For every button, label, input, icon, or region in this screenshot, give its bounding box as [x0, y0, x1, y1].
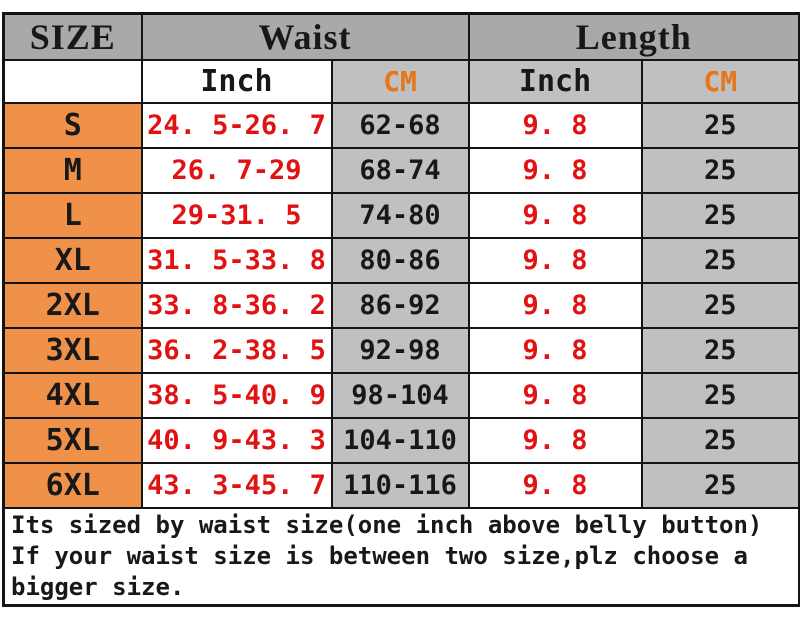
note-line-2: If your waist size is between two size,p…: [11, 542, 748, 570]
size-chart: SIZE Waist Length Inch CM Inch CM S 24. …: [2, 12, 800, 607]
length-cm-cell: 25: [640, 102, 800, 149]
unit-header-row: Inch CM Inch CM: [2, 59, 800, 104]
waist-cm-header: CM: [330, 59, 470, 104]
length-inch-cell: 9. 8: [467, 282, 643, 329]
length-inch-cell: 9. 8: [467, 327, 643, 374]
col-header-waist: Waist: [140, 12, 470, 61]
size-cell: M: [2, 147, 143, 194]
waist-inch-header: Inch: [140, 59, 333, 104]
waist-inch-cell: 40. 9-43. 3: [140, 417, 333, 464]
size-cell: L: [2, 192, 143, 239]
size-chart-table: SIZE Waist Length Inch CM Inch CM S 24. …: [2, 12, 800, 607]
size-cell: 5XL: [2, 417, 143, 464]
waist-inch-cell: 33. 8-36. 2: [140, 282, 333, 329]
length-cm-cell: 25: [640, 372, 800, 419]
length-cm-cell: 25: [640, 192, 800, 239]
length-inch-cell: 9. 8: [467, 372, 643, 419]
table-row-6xl: 6XL 43. 3-45. 7 110-116 9. 8 25: [2, 462, 800, 509]
waist-inch-cell: 26. 7-29: [140, 147, 333, 194]
length-inch-cell: 9. 8: [467, 192, 643, 239]
table-row-xl: XL 31. 5-33. 8 80-86 9. 8 25: [2, 237, 800, 284]
col-header-size: SIZE: [2, 12, 143, 61]
length-cm-cell: 25: [640, 237, 800, 284]
waist-cm-cell: 62-68: [330, 102, 470, 149]
group-header-row: SIZE Waist Length: [2, 12, 800, 61]
waist-inch-cell: 43. 3-45. 7: [140, 462, 333, 509]
length-inch-cell: 9. 8: [467, 462, 643, 509]
waist-inch-cell: 36. 2-38. 5: [140, 327, 333, 374]
length-cm-cell: 25: [640, 282, 800, 329]
length-inch-cell: 9. 8: [467, 237, 643, 284]
table-row-5xl: 5XL 40. 9-43. 3 104-110 9. 8 25: [2, 417, 800, 464]
waist-cm-cell: 92-98: [330, 327, 470, 374]
length-cm-cell: 25: [640, 327, 800, 374]
table-row-l: L 29-31. 5 74-80 9. 8 25: [2, 192, 800, 239]
size-cell: 4XL: [2, 372, 143, 419]
length-cm-cell: 25: [640, 417, 800, 464]
length-inch-cell: 9. 8: [467, 147, 643, 194]
waist-cm-cell: 74-80: [330, 192, 470, 239]
waist-cm-cell: 98-104: [330, 372, 470, 419]
length-cm-cell: 25: [640, 147, 800, 194]
length-cm-cell: 25: [640, 462, 800, 509]
table-row-4xl: 4XL 38. 5-40. 9 98-104 9. 8 25: [2, 372, 800, 419]
blank-cell: [2, 59, 143, 104]
table-row-m: M 26. 7-29 68-74 9. 8 25: [2, 147, 800, 194]
sizing-note: Its sized by waist size(one inch above b…: [2, 507, 800, 607]
size-cell: 6XL: [2, 462, 143, 509]
note-row: Its sized by waist size(one inch above b…: [2, 507, 800, 607]
waist-inch-cell: 31. 5-33. 8: [140, 237, 333, 284]
length-inch-header: Inch: [467, 59, 643, 104]
col-header-length: Length: [467, 12, 800, 61]
waist-cm-cell: 110-116: [330, 462, 470, 509]
table-row-s: S 24. 5-26. 7 62-68 9. 8 25: [2, 102, 800, 149]
note-line-1: Its sized by waist size(one inch above b…: [11, 511, 763, 539]
waist-cm-cell: 104-110: [330, 417, 470, 464]
size-cell: XL: [2, 237, 143, 284]
length-inch-cell: 9. 8: [467, 102, 643, 149]
size-cell: 3XL: [2, 327, 143, 374]
table-row-2xl: 2XL 33. 8-36. 2 86-92 9. 8 25: [2, 282, 800, 329]
waist-inch-cell: 38. 5-40. 9: [140, 372, 333, 419]
length-cm-header: CM: [640, 59, 800, 104]
note-line-3: bigger size.: [11, 573, 185, 601]
size-cell: 2XL: [2, 282, 143, 329]
size-cell: S: [2, 102, 143, 149]
table-row-3xl: 3XL 36. 2-38. 5 92-98 9. 8 25: [2, 327, 800, 374]
waist-inch-cell: 29-31. 5: [140, 192, 333, 239]
length-inch-cell: 9. 8: [467, 417, 643, 464]
waist-cm-cell: 86-92: [330, 282, 470, 329]
waist-cm-cell: 80-86: [330, 237, 470, 284]
waist-inch-cell: 24. 5-26. 7: [140, 102, 333, 149]
waist-cm-cell: 68-74: [330, 147, 470, 194]
